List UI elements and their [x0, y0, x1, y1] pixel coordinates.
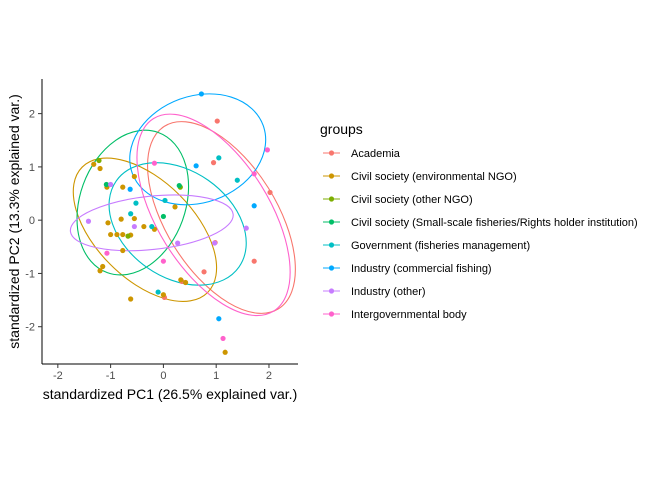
data-point: [114, 231, 120, 238]
y-axis-ticks: -2 -1 0 1 2: [25, 109, 42, 334]
legend-label: Industry (other): [351, 286, 426, 298]
data-point: [103, 181, 109, 188]
y-tick-label: 2: [29, 109, 35, 121]
data-point: [160, 213, 167, 220]
data-point: [178, 277, 184, 283]
data-point: [212, 240, 218, 246]
confidence-ellipse: [147, 121, 296, 314]
data-point: [216, 316, 222, 322]
legend-key-point: [328, 265, 335, 271]
data-point: [234, 177, 240, 183]
y-tick-label: 1: [29, 162, 35, 174]
confidence-ellipse: [136, 113, 291, 317]
data-point: [162, 197, 168, 204]
legend-key-point: [328, 196, 335, 202]
data-point: [175, 240, 181, 246]
data-point: [97, 165, 103, 172]
data-point: [222, 349, 228, 355]
legend-key-point: [328, 288, 335, 294]
data-point: [149, 223, 155, 230]
data-point: [267, 189, 273, 196]
data-point: [214, 118, 220, 124]
points-layer: [85, 91, 273, 355]
data-point: [141, 223, 147, 230]
data-point: [210, 160, 217, 166]
legend: groups Academia Civil society (environmen…: [320, 121, 638, 321]
data-point: [108, 181, 114, 188]
confidence-ellipse: [108, 162, 247, 286]
data-point: [176, 182, 182, 189]
data-point: [105, 220, 111, 226]
legend-key-point: [328, 242, 335, 248]
data-point: [251, 203, 257, 209]
y-tick-label: 0: [29, 215, 35, 227]
x-tick-label: -2: [53, 370, 63, 382]
confidence-ellipse: [69, 194, 234, 252]
data-point: [220, 335, 226, 342]
data-point: [172, 204, 178, 210]
data-point: [198, 91, 205, 97]
x-axis-ticks: -2 -1 0 1 2: [53, 364, 272, 382]
data-point: [96, 157, 102, 164]
legend-key-point: [328, 219, 335, 225]
data-point: [118, 216, 124, 222]
data-point: [131, 173, 137, 180]
data-point: [131, 223, 137, 230]
data-point: [97, 268, 103, 274]
legend-label: Industry (commercial fishing): [351, 263, 492, 275]
data-point: [151, 160, 158, 166]
x-axis-title: standardized PC1 (26.5% explained var.): [43, 386, 297, 402]
data-point: [251, 258, 257, 264]
data-point: [182, 279, 189, 286]
y-tick-label: -1: [25, 268, 35, 280]
legend-key-point: [328, 150, 335, 156]
data-point: [201, 269, 207, 275]
legend-key-point: [328, 173, 335, 179]
legend-title: groups: [320, 121, 363, 137]
data-point: [120, 184, 126, 190]
confidence-ellipse: [129, 93, 267, 206]
legend-label: Civil society (other NGO): [351, 194, 473, 206]
legend-label: Intergovernmental body: [351, 309, 467, 321]
data-point: [120, 231, 126, 238]
data-point: [251, 171, 257, 177]
data-point: [100, 263, 106, 270]
data-point: [104, 250, 110, 256]
data-point: [91, 161, 97, 167]
legend-key-point: [328, 311, 335, 317]
data-point: [193, 163, 199, 169]
legend-label: Government (fisheries management): [351, 240, 530, 252]
legend-label: Academia: [351, 148, 401, 160]
data-point: [108, 231, 114, 238]
data-point: [243, 225, 249, 231]
data-point: [155, 289, 161, 295]
data-point: [133, 200, 139, 206]
legend-label: Civil society (environmental NGO): [351, 171, 517, 183]
data-point: [128, 211, 134, 217]
data-point: [85, 218, 92, 224]
x-tick-label: 2: [266, 370, 272, 382]
ellipses-layer: [69, 93, 296, 317]
data-point: [160, 258, 167, 264]
data-point: [131, 215, 137, 222]
data-point: [128, 296, 134, 302]
x-tick-label: 1: [213, 370, 219, 382]
data-point: [125, 233, 131, 239]
legend-label: Civil society (Small-scale fisheries/Rig…: [351, 217, 638, 229]
data-point: [160, 292, 167, 298]
data-point: [127, 186, 133, 192]
data-point: [264, 147, 270, 153]
confidence-ellipse: [76, 129, 190, 276]
x-tick-label: -1: [106, 370, 116, 382]
y-axis-title: standardized PC2 (13.3% explained var.): [6, 94, 22, 348]
data-point: [120, 247, 126, 254]
x-tick-label: 0: [160, 370, 166, 382]
y-tick-label: -2: [25, 322, 35, 334]
data-point: [216, 155, 222, 161]
